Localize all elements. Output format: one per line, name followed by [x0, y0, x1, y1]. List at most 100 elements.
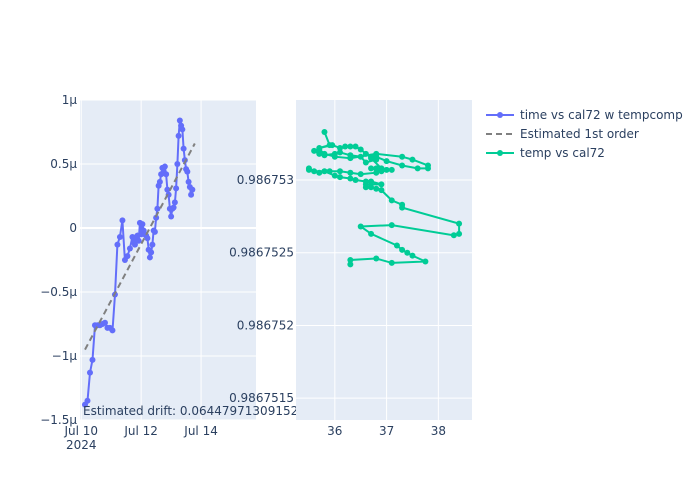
temp-vs-cal72-point [399, 162, 406, 169]
time-vs-cal72-point [151, 228, 158, 235]
temp-vs-cal72-point [357, 146, 364, 153]
temp-vs-cal72-point [373, 255, 380, 262]
right-x-tick-label: 36 [327, 424, 342, 438]
time-vs-cal72-point [154, 205, 161, 212]
temp-vs-cal72-point [357, 153, 364, 160]
left-y-tick-label: −1.5µ [40, 413, 77, 427]
time-vs-cal72-point [109, 327, 116, 334]
left-y-tick-label: 0.5µ [50, 157, 77, 171]
left-x-tick-sublabel: 2024 [66, 438, 97, 452]
time-vs-cal72-point [126, 245, 133, 252]
time-vs-cal72-point [174, 161, 181, 167]
temp-vs-cal72-point [456, 220, 463, 227]
time-vs-cal72-point [139, 221, 146, 228]
temp-vs-cal72-point [316, 169, 323, 176]
temp-vs-cal72-point [326, 168, 333, 175]
temp-vs-cal72-point [399, 204, 406, 211]
right-gridlines [296, 100, 472, 420]
time-vs-cal72-point [131, 241, 138, 248]
right-y-tick-labels: 0.986753 0.9867525 0.986752 0.9867515 [229, 173, 294, 405]
temp-vs-cal72-point [425, 165, 431, 172]
left-x-tick-label: Jul 14 [183, 424, 218, 438]
temp-vs-cal72-point [383, 158, 390, 165]
temp-vs-cal72-point [337, 149, 343, 156]
temp-vs-cal72-point [388, 197, 395, 204]
temp-vs-cal72-point [337, 145, 343, 151]
left-y-tick-label: 1µ [62, 93, 78, 107]
time-vs-cal72-point [185, 178, 192, 185]
time-vs-cal72-point [89, 356, 96, 363]
temp-vs-cal72-point [368, 230, 375, 237]
temp-vs-cal72-point [357, 171, 364, 178]
temp-vs-cal72-point [347, 261, 354, 268]
temp-vs-cal72-point [399, 246, 406, 253]
right-x-tick-label: 38 [431, 424, 446, 438]
temp-vs-cal72-point [388, 222, 395, 229]
right-y-tick-label: 0.986753 [237, 173, 294, 187]
time-vs-cal72-point [189, 186, 196, 193]
time-vs-cal72-point [180, 145, 187, 152]
time-vs-cal72-point [119, 217, 126, 224]
right-y-tick-label: 0.9867515 [229, 391, 294, 405]
time-vs-cal72-point [173, 185, 180, 192]
temp-vs-cal72-point [305, 165, 312, 172]
time-vs-cal72-point [176, 117, 183, 124]
temp-vs-cal72-point [362, 159, 369, 166]
time-vs-cal72-point [124, 253, 131, 260]
left-y-tick-label: −1µ [52, 349, 78, 363]
time-vs-cal72-point [86, 369, 93, 376]
time-vs-cal72-point [153, 214, 160, 221]
legend-item-temp-vs-cal72[interactable]: temp vs cal72 [486, 146, 605, 160]
temp-vs-cal72-point [331, 153, 338, 160]
legend-item-estimated-1st-order[interactable]: Estimated 1st order [486, 127, 639, 141]
temp-vs-cal72-point [316, 146, 323, 153]
time-vs-cal72-point [188, 191, 195, 198]
time-vs-cal72-point [156, 178, 163, 185]
temp-vs-cal72-point [316, 150, 323, 157]
temp-vs-cal72-point [368, 184, 375, 191]
time-vs-cal72-point [101, 319, 108, 326]
temp-vs-cal72-point [368, 155, 375, 162]
time-vs-cal72-point [148, 249, 155, 256]
left-y-tick-label: −0.5µ [40, 285, 77, 299]
temp-vs-cal72-point [321, 129, 328, 135]
time-vs-cal72-point [170, 204, 177, 211]
legend-label: temp vs cal72 [520, 146, 605, 160]
temp-vs-cal72-point [311, 147, 318, 154]
time-vs-cal72-point [163, 171, 170, 178]
temp-vs-cal72-point [378, 187, 385, 194]
time-vs-cal72-point [175, 132, 182, 139]
temp-vs-cal72-point [399, 153, 406, 160]
legend-label: time vs cal72 w tempcomp [520, 108, 683, 122]
temp-vs-cal72-point [456, 230, 463, 237]
left-series-group [81, 117, 196, 408]
temp-vs-cal72-point [352, 143, 359, 150]
legend-item-time-vs-cal72[interactable]: time vs cal72 w tempcomp [486, 108, 683, 122]
temp-vs-cal72-point [347, 143, 354, 150]
temp-vs-cal72-point [352, 177, 359, 183]
legend-label: Estimated 1st order [520, 127, 639, 141]
temp-vs-cal72-point [337, 174, 343, 181]
left-x-tick-label: Jul 10 [63, 424, 98, 438]
temp-vs-cal72-point [347, 169, 354, 176]
temp-vs-cal72-point [337, 168, 343, 175]
temp-vs-cal72-point [342, 143, 349, 150]
legend-swatch-marker [497, 150, 503, 156]
legend-swatch-marker [497, 112, 503, 118]
temp-vs-cal72-point [373, 169, 380, 176]
right-subplot: 36 37 38 0.986753 0.9867525 0.986752 0.986751… [229, 100, 472, 438]
temp-vs-cal72-point [368, 178, 375, 185]
time-vs-cal72-point [116, 233, 123, 240]
left-plot-area [80, 100, 256, 420]
temp-vs-cal72-point [393, 242, 400, 249]
temp-vs-cal72-point [388, 166, 395, 173]
temp-vs-cal72-point [404, 249, 411, 256]
temp-vs-cal72-point [373, 185, 380, 192]
left-x-tick-label: Jul 12 [123, 424, 158, 438]
temp-vs-cal72-point [373, 165, 380, 172]
left-y-tick-labels: 1µ 0.5µ 0 −0.5µ −1µ −1.5µ [40, 93, 77, 427]
time-vs-cal72-point [84, 397, 91, 404]
temp-vs-cal72-point [321, 168, 328, 175]
time-vs-cal72-point [184, 168, 191, 175]
